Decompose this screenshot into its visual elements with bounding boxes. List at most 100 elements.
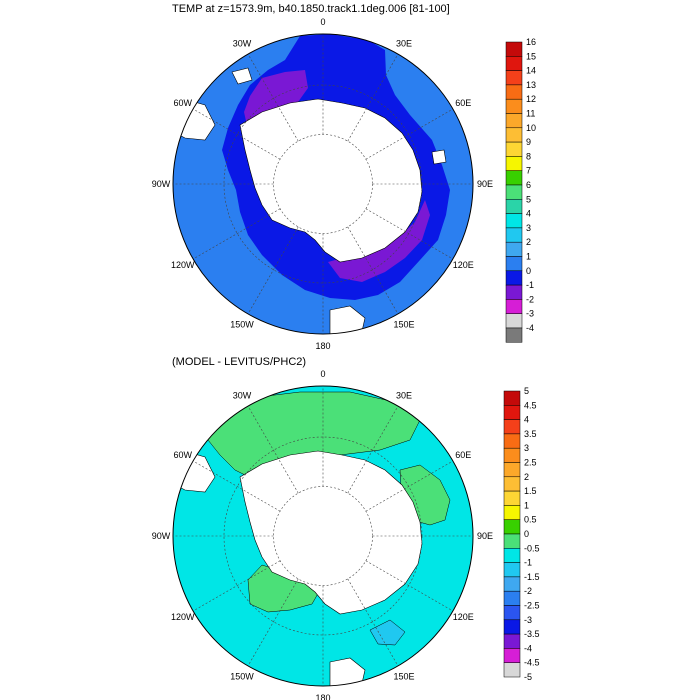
- bottom-colorbar-swatch: [503, 476, 521, 492]
- bottom-colorbar-tick-label: -1.5: [524, 572, 540, 582]
- top-lon-label: 150E: [393, 319, 414, 329]
- top-meridian-line: [247, 226, 299, 315]
- bottom-colorbar-swatch: [503, 548, 521, 563]
- top-lon-label: 60W: [173, 98, 192, 108]
- top-colorbar-swatch: [505, 84, 523, 100]
- top-meridian-line: [347, 53, 399, 142]
- bottom-colorbar-tick-label: 0.5: [524, 515, 537, 525]
- top-colorbar-tick-label: 2: [526, 237, 531, 247]
- top-colorbar-tick-label: 14: [526, 66, 536, 76]
- top-colorbar-tick-label: 12: [526, 94, 536, 104]
- top-colorbar-tick-label: 9: [526, 137, 531, 147]
- bottom-colorbar-tick-label: 0: [524, 529, 529, 539]
- top-colorbar-tick-label: 11: [526, 109, 535, 119]
- bottom-meridian-line: [192, 560, 281, 612]
- bottom-colorbar-swatch: [503, 590, 521, 606]
- top-meridian-line: [365, 108, 454, 160]
- top-lon-label: 120E: [453, 260, 474, 270]
- bottom-colorbar-swatch: [503, 619, 521, 635]
- top-colorbar-swatch: [505, 213, 523, 229]
- bottom-colorbar-tick-label: -1: [524, 558, 532, 568]
- bottom-lon-label: 60W: [173, 450, 192, 460]
- top-colorbar-tick-label: 6: [526, 180, 531, 190]
- top-colorbar-swatch: [505, 299, 523, 314]
- bottom-lon-label: 90W: [152, 531, 171, 541]
- bottom-colorbar-swatch: [503, 662, 521, 678]
- top-meridian-line: [347, 226, 399, 315]
- bottom-lon-label: 150E: [393, 671, 414, 681]
- top-colorbar-tick-label: 7: [526, 166, 531, 176]
- bottom-colorbar-tick-label: 4.5: [524, 400, 537, 410]
- bottom-colorbar-swatch: [503, 433, 521, 449]
- bottom-lon-label: 120W: [171, 612, 195, 622]
- top-lon-label: 180: [315, 341, 330, 351]
- bottom-antarctica: [239, 450, 423, 615]
- top-colorbar-swatch: [505, 56, 523, 71]
- top-colorbar-swatch: [505, 313, 523, 329]
- top-colorbar-swatch: [505, 241, 523, 257]
- bottom-colorbar-tick-label: 1.5: [524, 486, 537, 496]
- top-colorbar-tick-label: 10: [526, 123, 536, 133]
- bottom-graticule: [173, 386, 473, 686]
- top-meridian-line: [247, 53, 299, 142]
- top-lon-label: 0: [320, 17, 325, 27]
- bottom-colorbar-swatch: [503, 505, 521, 520]
- top-meridian-line: [192, 108, 281, 160]
- top-meridian-line: [192, 208, 281, 260]
- bottom-colorbar-swatch: [503, 519, 521, 535]
- bottom-colorbar-swatch: [503, 405, 521, 420]
- bottom-colorbar-swatch: [503, 447, 521, 463]
- top-colorbar-tick-label: -3: [526, 309, 534, 319]
- bottom-negative-patch: [369, 619, 406, 646]
- bottom-meridian-line: [365, 560, 454, 612]
- bottom-colorbar-swatch: [503, 462, 521, 478]
- bottom-colorbar-tick-label: -5: [524, 672, 532, 682]
- top-lon-label: 120W: [171, 260, 195, 270]
- top-polar-map: 0 30E 60E 90E 120E 150E 180 150W 120W 90W 60W 30W: [152, 17, 493, 351]
- bottom-polar-map: 0 30E 60E 90E 120E 150E 180 150W 120W 90W 60W 30W: [152, 369, 493, 700]
- top-colorbar-tick-label: 15: [526, 51, 536, 61]
- top-colorbar-swatch: [505, 98, 523, 114]
- top-colorbar-tick-label: -2: [526, 294, 534, 304]
- top-colorbar-tick-label: -1: [526, 280, 534, 290]
- bottom-colorbar-tick-label: -3.5: [524, 629, 540, 639]
- bottom-colorbar-tick-label: -0.5: [524, 543, 540, 553]
- bottom-meridian-line: [192, 460, 281, 512]
- bottom-meridian-line: [247, 405, 299, 494]
- bottom-meridian-line: [347, 405, 399, 494]
- bottom-colorbar-swatch: [503, 576, 521, 592]
- top-colorbar-tick-label: 13: [526, 80, 536, 90]
- bottom-lon-label: 120E: [453, 612, 474, 622]
- top-colorbar-swatch: [505, 141, 523, 157]
- bottom-map-border: [172, 385, 474, 687]
- bottom-colorbar-tick-label: -3: [524, 615, 532, 625]
- top-colorbar-swatch: [505, 156, 523, 171]
- top-colorbar-swatch: [505, 127, 523, 143]
- bottom-colorbar-tick-label: 1: [524, 500, 529, 510]
- bottom-colorbar-tick-label: -2: [524, 586, 532, 596]
- top-cold-water-ross: [328, 200, 430, 282]
- top-colorbar-tick-label: 5: [526, 194, 531, 204]
- top-colorbar-swatch: [505, 284, 523, 300]
- bottom-colorbar-tick-label: -2.5: [524, 601, 540, 611]
- top-colorbar-swatch: [505, 227, 523, 243]
- bottom-lon-label: 30W: [233, 391, 252, 401]
- bottom-lon-label: 30E: [396, 391, 412, 401]
- bottom-colorbar-swatch: [503, 490, 521, 506]
- top-colorbar-swatch: [505, 327, 523, 343]
- top-graticule: [173, 34, 473, 334]
- bottom-colorbar-swatch: [503, 633, 521, 649]
- top-island-left: [231, 67, 253, 85]
- bottom-colorbar-tick-label: 2: [524, 472, 529, 482]
- top-map-title: TEMP at z=1573.9m, b40.1850.track1.1deg.…: [172, 3, 450, 15]
- top-island-right: [431, 149, 447, 165]
- top-antarctica: [239, 98, 423, 263]
- bottom-colorbar-tick-label: 4: [524, 415, 529, 425]
- bottom-colorbar-tick-label: 2.5: [524, 458, 537, 468]
- top-lon-label: 90E: [477, 179, 493, 189]
- top-colorbar-swatch: [505, 256, 523, 272]
- top-colorbar-swatch: [505, 113, 523, 129]
- top-colorbar-tick-label: 1: [526, 252, 531, 262]
